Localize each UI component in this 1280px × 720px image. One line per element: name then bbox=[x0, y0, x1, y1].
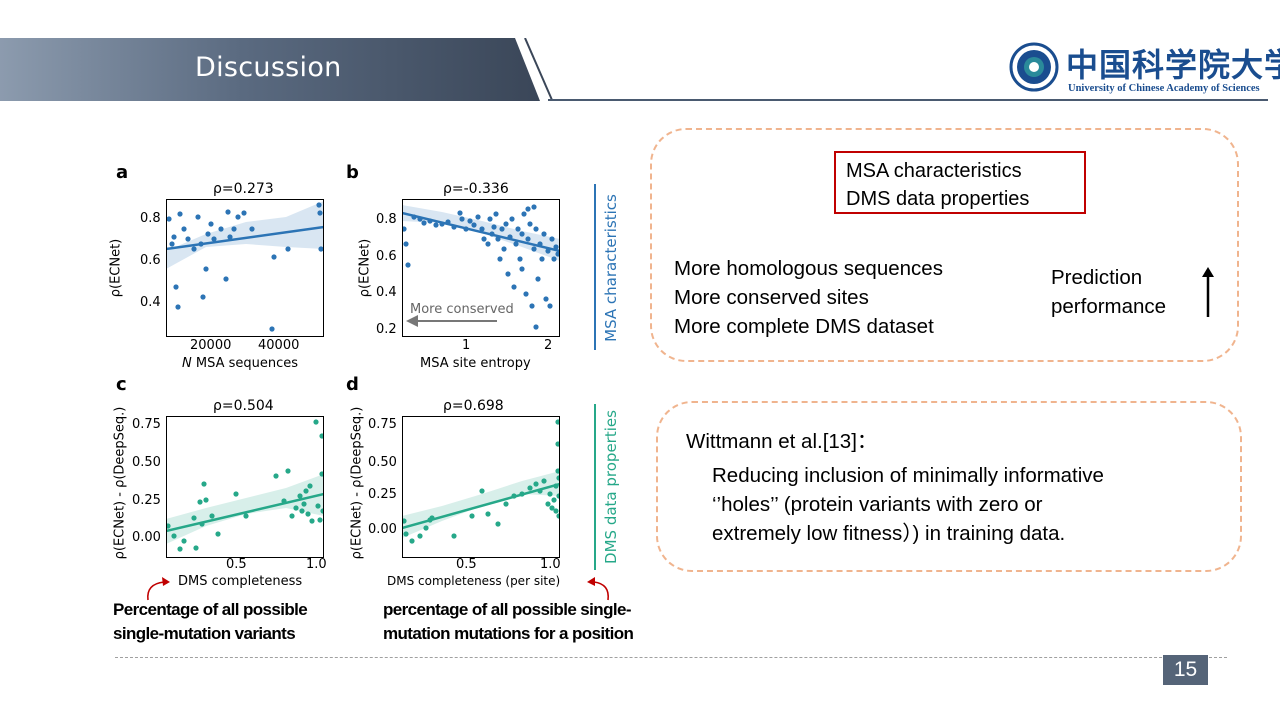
panel-d-ytick: 0.75 bbox=[368, 417, 397, 432]
panel-c-plot bbox=[166, 416, 324, 558]
panel-b-xlabel: MSA site entropy bbox=[420, 356, 531, 371]
logo-chinese-name: 中国科学院大学 bbox=[1066, 46, 1280, 84]
panel-b-letter: b bbox=[346, 162, 359, 183]
panel-a-ytick: 0.8 bbox=[140, 211, 161, 226]
side-bar-dms bbox=[594, 404, 596, 570]
category-dms: DMS data properties bbox=[846, 188, 1030, 210]
panel-d-ylabel: ρ(ECNet) - ρ(DeepSeq.) bbox=[349, 406, 365, 560]
header-divider bbox=[548, 99, 1268, 101]
panel-d-rho: ρ=0.698 bbox=[443, 398, 504, 414]
caption-dms-completeness-per-site: percentage of all possible single- mutat… bbox=[383, 598, 634, 646]
panel-b-plot bbox=[402, 199, 560, 337]
header-band bbox=[0, 38, 553, 101]
panel-c-rho: ρ=0.504 bbox=[213, 398, 274, 414]
panel-a-ytick: 0.4 bbox=[140, 295, 161, 310]
panel-a-xtick: 20000 bbox=[190, 338, 232, 353]
panel-c-xlabel: DMS completeness bbox=[178, 574, 303, 589]
side-label-msa: MSA characteristics bbox=[602, 194, 620, 342]
panel-d-letter: d bbox=[346, 374, 359, 395]
reference-line: Reducing inclusion of minimally informat… bbox=[712, 464, 1104, 487]
panel-a-xtick: 40000 bbox=[258, 338, 300, 353]
panel-c-ytick: 0.00 bbox=[132, 530, 161, 545]
side-bar-msa bbox=[594, 184, 596, 350]
page-number: 15 bbox=[1163, 655, 1208, 685]
panel-b-ytick: 0.6 bbox=[376, 249, 397, 264]
panel-d-ytick: 0.00 bbox=[368, 522, 397, 537]
slide-title: Discussion bbox=[195, 52, 342, 83]
reference-heading: Wittmann et al.[13]： bbox=[686, 430, 878, 453]
panel-a-ylabel: ρ(ECNet) bbox=[108, 238, 124, 298]
panel-d-ytick: 0.25 bbox=[368, 487, 397, 502]
panel-b-annotation: More conserved bbox=[410, 302, 514, 317]
category-msa: MSA characteristics bbox=[846, 160, 1022, 182]
panel-d-xlabel: DMS completeness (per site) bbox=[387, 574, 561, 588]
reference-body: Reducing inclusion of minimally informat… bbox=[712, 461, 1212, 548]
outcome-label: Prediction performance bbox=[1051, 263, 1166, 321]
up-arrow-icon bbox=[1202, 267, 1214, 317]
panel-b-ylabel: ρ(ECNet) bbox=[357, 238, 373, 298]
caption-line: Percentage of all possible bbox=[113, 600, 308, 619]
reference-line: ‘’holes’’ (protein variants with zero or bbox=[712, 493, 1043, 516]
panel-b-ytick: 0.2 bbox=[376, 322, 397, 337]
curved-arrow-right-icon bbox=[587, 577, 610, 601]
footer-divider bbox=[115, 657, 1227, 658]
panel-b-xtick: 1 bbox=[462, 338, 471, 353]
panel-b-ytick: 0.8 bbox=[376, 212, 397, 227]
panel-d-ytick: 0.50 bbox=[368, 455, 397, 470]
panel-d-xtick: 0.5 bbox=[456, 557, 477, 572]
panel-c-ytick: 0.50 bbox=[132, 455, 161, 470]
summary-box bbox=[650, 128, 1239, 362]
logo-english-name: University of Chinese Academy of Science… bbox=[1068, 83, 1260, 94]
panel-a-rho: ρ=0.273 bbox=[213, 181, 274, 197]
factor-list: More homologous sequences More conserved… bbox=[674, 254, 943, 341]
panel-a-xlabel: N MSA sequences bbox=[182, 356, 299, 371]
panel-a-plot bbox=[166, 199, 324, 337]
panel-a-ytick: 0.6 bbox=[140, 253, 161, 268]
caption-line: single-mutation variants bbox=[113, 624, 296, 643]
reference-box bbox=[656, 401, 1242, 572]
reference-line: extremely low fitness）) in training data… bbox=[712, 522, 1066, 545]
factor-item: More complete DMS dataset bbox=[674, 315, 934, 338]
panel-c-ytick: 0.25 bbox=[132, 493, 161, 508]
side-label-dms: DMS data properties bbox=[602, 410, 620, 564]
factor-item: More homologous sequences bbox=[674, 257, 943, 280]
caption-line: mutation mutations for a position bbox=[383, 624, 634, 643]
university-seal-icon bbox=[1009, 42, 1059, 92]
caption-dms-completeness: Percentage of all possible single-mutati… bbox=[113, 598, 308, 646]
panel-b-xtick: 2 bbox=[544, 338, 553, 353]
panel-b-rho: ρ=-0.336 bbox=[443, 181, 509, 197]
factor-category-box: MSA characteristics DMS data properties bbox=[834, 151, 1086, 214]
panel-c-letter: c bbox=[116, 374, 127, 395]
panel-a-letter: a bbox=[116, 162, 129, 183]
panel-b-ytick: 0.4 bbox=[376, 285, 397, 300]
caption-line: percentage of all possible single- bbox=[383, 600, 631, 619]
panel-d-xtick: 1.0 bbox=[540, 557, 561, 572]
panel-c-ytick: 0.75 bbox=[132, 417, 161, 432]
outcome-line: Prediction bbox=[1051, 266, 1143, 289]
factor-item: More conserved sites bbox=[674, 286, 869, 309]
panel-d-plot bbox=[402, 416, 560, 558]
panel-c-xtick: 1.0 bbox=[306, 557, 327, 572]
panel-c-xtick: 0.5 bbox=[226, 557, 247, 572]
panel-c-ylabel: ρ(ECNet) - ρ(DeepSeq.) bbox=[112, 406, 128, 560]
outcome-line: performance bbox=[1051, 295, 1167, 318]
curved-arrow-left-icon bbox=[147, 577, 170, 601]
